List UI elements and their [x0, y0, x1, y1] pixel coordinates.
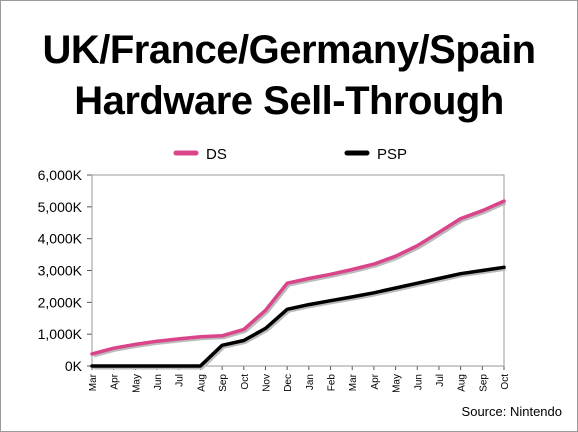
x-tick-label: Oct [240, 374, 251, 390]
x-tick-label: Feb [327, 374, 338, 392]
x-tick-label: Jun [153, 374, 164, 390]
x-axis: Mar Apr May Jun Jul Aug Sep Oct Nov Dec Jan Feb Mar A… [88, 366, 511, 393]
y-tick-label: 0K [65, 358, 83, 374]
x-tick-label: Jan [305, 374, 316, 390]
plot-area [90, 174, 507, 370]
x-tick-label: Jun [413, 374, 424, 390]
y-tick-label: 4,000K [38, 231, 83, 247]
x-tick-label: Nov [261, 374, 272, 392]
y-tick-label: 2,000K [38, 294, 83, 310]
legend-label-psp: PSP [377, 146, 407, 163]
x-tick-label: Aug [196, 374, 207, 392]
y-axis: 0K 1,000K 2,000K 3,000K 4,000K 5,000K 6,000K [38, 167, 92, 374]
x-tick-label: Dec [283, 374, 294, 392]
x-tick-label: Oct [500, 374, 511, 390]
y-tick-label: 3,000K [38, 263, 83, 279]
x-tick-label: Mar [348, 373, 359, 391]
x-tick-label: May [392, 374, 403, 393]
x-tick-label: Jul [175, 374, 186, 387]
y-tick-label: 5,000K [38, 199, 83, 215]
plot-border [91, 174, 505, 367]
x-tick-label: Aug [457, 374, 468, 392]
x-tick-label: Jul [435, 374, 446, 387]
x-tick-label: Mar [88, 373, 99, 391]
x-tick-label: Apr [110, 373, 121, 389]
series-line-ds [90, 199, 506, 356]
x-tick-label: Sep [478, 374, 489, 392]
chart-subtitle: Hardware Sell-Through [74, 79, 504, 123]
chart-title: UK/France/Germany/Spain [42, 28, 536, 72]
legend: DS PSP [173, 146, 407, 163]
x-tick-label: Apr [370, 373, 381, 389]
x-tick-label: Sep [218, 374, 229, 392]
legend-label-ds: DS [206, 146, 227, 163]
y-tick-label: 6,000K [38, 167, 83, 183]
x-tick-label: May [131, 374, 142, 393]
series-line-psp [90, 265, 506, 368]
y-tick-label: 1,000K [38, 326, 83, 342]
source-note: Source: Nintendo [461, 404, 562, 419]
